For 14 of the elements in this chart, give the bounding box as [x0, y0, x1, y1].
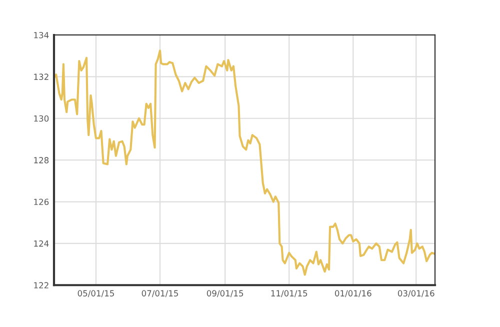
y-tick-label: 122 [34, 282, 48, 288]
y-tick-label: 124 [34, 240, 49, 247]
y-tick-label: 134 [34, 32, 49, 38]
line-series [54, 50, 435, 276]
y-tick-label: 130 [34, 115, 49, 122]
x-tick-label: 07/01/15 [142, 290, 178, 298]
x-tick-label: 09/01/15 [206, 290, 244, 298]
x-tick-label: 05/01/15 [78, 290, 114, 298]
y-tick-label: 126 [34, 198, 49, 206]
y-tick-label: 128 [34, 157, 49, 164]
x-tick-label: 03/01/16 [398, 290, 434, 298]
x-tick-label: 01/01/16 [334, 290, 372, 298]
y-tick-label: 132 [34, 74, 48, 80]
x-tick-label: 11/01/15 [271, 290, 308, 298]
